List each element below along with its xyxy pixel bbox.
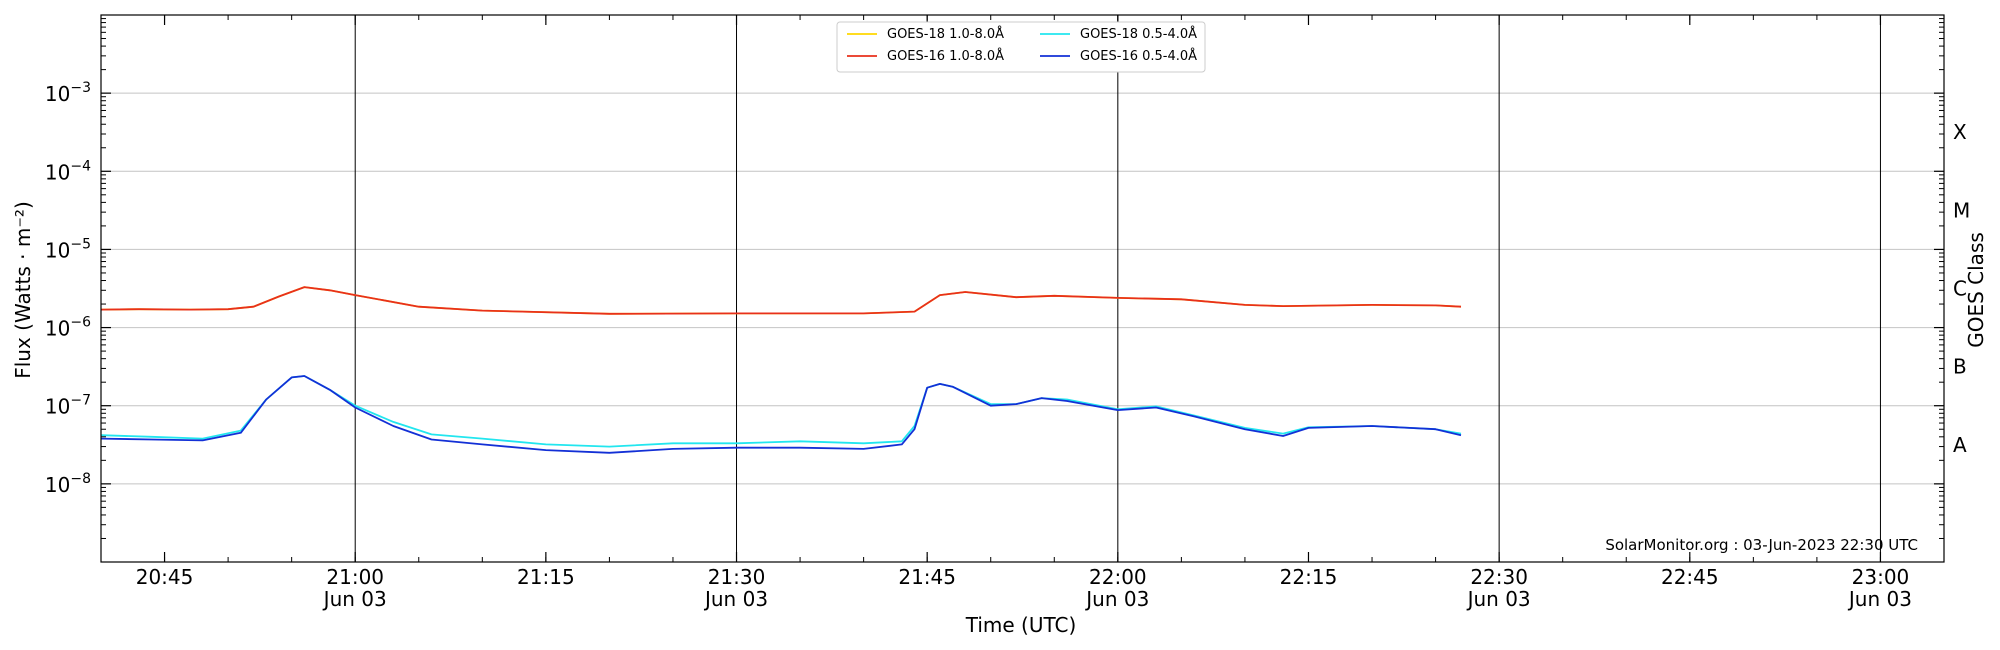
grid-lines <box>101 92 1944 485</box>
legend-label: GOES-16 1.0-8.0Å <box>887 48 1004 64</box>
x-tick-label: 21:30 <box>708 565 766 589</box>
y-tick-exponent: −8 <box>70 471 91 487</box>
legend: GOES-18 1.0-8.0Å GOES-16 1.0-8.0Å GOES-18 … <box>836 21 1206 73</box>
plot-background <box>101 15 1944 562</box>
goes-class-label: A <box>1953 433 1967 457</box>
y-tick-mantissa: 10 <box>45 82 70 106</box>
plot-frame <box>100 14 1945 563</box>
legend-box <box>836 21 1206 73</box>
y-tick-mantissa: 10 <box>45 238 70 262</box>
legend-label: GOES-18 1.0-8.0Å <box>887 26 1004 42</box>
goes-class-label: C <box>1953 277 1967 301</box>
x-tick-label: 21:45 <box>898 565 956 589</box>
y-tick-mantissa: 10 <box>45 395 70 419</box>
x-tick-date-label: Jun 03 <box>703 587 768 611</box>
day-vertical-lines <box>354 15 1881 562</box>
y-tick-mantissa: 10 <box>45 160 70 184</box>
x-axis-title: Time (UTC) <box>965 613 1077 637</box>
y-tick-exponent: −6 <box>70 315 91 331</box>
goes-class-label: B <box>1953 355 1967 379</box>
y-tick-label: 10−3 <box>45 80 91 106</box>
y-tick-labels: 10−810−710−610−510−410−3 <box>45 80 91 497</box>
x-tick-label: 22:45 <box>1661 565 1719 589</box>
x-tick-date-label: Jun 03 <box>1466 587 1531 611</box>
y-tick-exponent: −5 <box>70 236 91 252</box>
x-tick-date-label: Jun 03 <box>1084 587 1149 611</box>
series-lines <box>100 286 1462 454</box>
x-tick-label: 22:15 <box>1280 565 1338 589</box>
y-axis-title: Flux (Watts · m⁻²) <box>11 201 35 379</box>
y-tick-label: 10−6 <box>45 315 91 341</box>
x-tick-label: 23:00 <box>1852 565 1910 589</box>
goes-class-labels: A B C M X <box>1953 120 1970 457</box>
legend-label: GOES-18 0.5-4.0Å <box>1080 26 1197 42</box>
series-line-4 <box>100 375 1462 454</box>
source-annotation: SolarMonitor.org : 03-Jun-2023 22:30 UTC <box>1605 536 1918 554</box>
y-tick-label: 10−8 <box>45 471 91 497</box>
y-tick-exponent: −4 <box>70 158 91 174</box>
y2-axis-title: GOES Class <box>1964 232 1988 348</box>
x-tick-label: 22:00 <box>1089 565 1147 589</box>
x-tick-label: 20:45 <box>136 565 194 589</box>
legend-label: GOES-16 0.5-4.0Å <box>1080 48 1197 64</box>
goes-class-label: X <box>1953 120 1967 144</box>
y-tick-label: 10−4 <box>45 158 91 184</box>
series-line-2 <box>100 286 1462 315</box>
y-tick-exponent: −7 <box>70 393 91 409</box>
y-tick-mantissa: 10 <box>45 317 70 341</box>
goes-class-label: M <box>1953 198 1970 222</box>
x-tick-date-label: Jun 03 <box>322 587 387 611</box>
x-tick-label: 21:15 <box>517 565 575 589</box>
y-tick-exponent: −3 <box>70 80 91 96</box>
y-tick-mantissa: 10 <box>45 473 70 497</box>
x-tick-date-label: Jun 03 <box>1847 587 1912 611</box>
x-tick-label: 21:00 <box>326 565 384 589</box>
axis-ticks <box>100 15 1945 562</box>
y-tick-label: 10−7 <box>45 393 91 419</box>
x-tick-label: 22:30 <box>1470 565 1528 589</box>
y-tick-label: 10−5 <box>45 236 91 262</box>
